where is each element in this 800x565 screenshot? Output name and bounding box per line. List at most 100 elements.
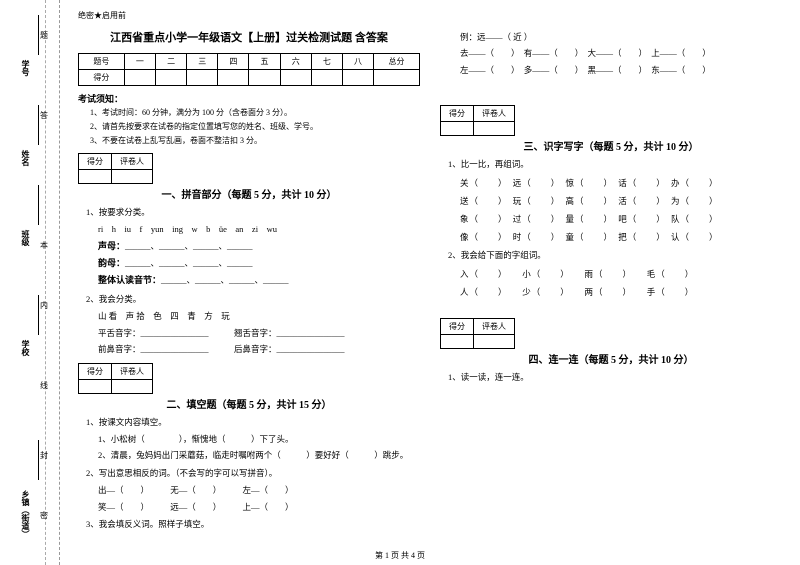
td [441,335,474,349]
td: 评卷人 [112,154,153,170]
th: 总分 [374,54,420,70]
td: 得分 [79,70,125,86]
field-class: 班级 [20,230,31,246]
dotted-line [45,0,46,565]
question: 1、按要求分类。 [86,205,420,219]
label: 平舌音字：________________ [98,328,209,338]
blank-row: 平舌音字：________________ 翘舌音字：_____________… [98,326,420,340]
td [79,379,112,393]
th: 六 [280,54,311,70]
th: 四 [218,54,249,70]
notice-item: 2、请首先按要求在试卷的指定位置填写您的姓名、班级、学号。 [90,121,420,133]
blank-row: 整体认读音节：______、______、______、______ [98,273,420,288]
td [155,70,186,86]
td: 评卷人 [474,319,515,335]
td [311,70,342,86]
field-line [38,15,39,55]
label: 翘舌音字：________________ [234,328,345,338]
sub-question: 1、小松树（ ），惭愧地（ ）下了头。 [98,432,420,446]
label: 前鼻音字：________________ [98,344,209,354]
antonym-row: 出—（ ） 无—（ ） 左—（ ） [98,483,420,497]
td [124,70,155,86]
content-area: 绝密★启用前 江西省重点小学一年级语文【上册】过关检测试题 含答案 题号 一 二… [60,0,800,565]
td [280,70,311,86]
td: 评卷人 [112,363,153,379]
antonym-row: 左——（ ） 多——（ ） 黑——（ ） 东——（ ） [460,63,782,77]
td [374,70,420,86]
label: 韵母： [98,258,125,268]
exam-page: 乡镇（街道） 学校 班级 姓名 学号 题 答 本 内 线 封 密 绝密★启用前 … [0,0,800,565]
binding-margin: 乡镇（街道） 学校 班级 姓名 学号 题 答 本 内 线 封 密 [0,0,60,565]
th: 八 [342,54,373,70]
question: 1、读一读，连一连。 [448,370,782,384]
field-line [38,440,39,480]
right-column: 例：远——（ 近 ） 去——（ ） 有——（ ） 大——（ ） 上——（ ） 左… [430,10,792,565]
th: 五 [249,54,280,70]
field-school: 学校 [20,340,31,356]
notice-item: 1、考试时间：60 分钟，满分为 100 分（含卷面分 3 分）。 [90,107,420,119]
td: 得分 [441,106,474,122]
th: 七 [311,54,342,70]
td [474,122,515,136]
section-2-title: 二、填空题（每题 5 分，共计 15 分） [78,396,420,411]
label: 后鼻音字：________________ [234,344,345,354]
grader-table: 得分评卷人 [78,363,153,394]
antonym-row: 笑—（ ） 远—（ ） 上—（ ） [98,500,420,514]
blanks: ______、______、______、______ [125,241,253,251]
notice-item: 3、不要在试卷上乱写乱画，卷面不整洁扣 3 分。 [90,135,420,147]
word-row: 像（ ） 时（ ） 童（ ） 把（ ） 认（ ） [460,229,782,245]
left-column: 绝密★启用前 江西省重点小学一年级语文【上册】过关检测试题 含答案 题号 一 二… [68,10,430,565]
field-line [38,105,39,145]
pinyin-line: ri h iu f yun ing w b üe an zi wu [98,222,420,236]
question: 1、比一比，再组词。 [448,157,782,171]
blanks: ______、______、______、______ [161,275,289,285]
question: 2、我会给下面的字组词。 [448,248,782,262]
th: 二 [155,54,186,70]
blank-row: 韵母：______、______、______、______ [98,256,420,271]
field-id: 学号 [20,60,31,76]
td: 得分 [79,363,112,379]
word-row: 人（ ） 少（ ） 两（ ） 手（ ） [460,284,782,300]
page-footer: 第 1 页 共 4 页 [0,550,800,561]
td [112,379,153,393]
td: 评卷人 [474,106,515,122]
th: 题号 [79,54,125,70]
side-char: 密 [40,510,48,521]
th: 一 [124,54,155,70]
td: 得分 [441,319,474,335]
question: 2、我会分类。 [86,292,420,306]
sub-question: 2、清晨，兔妈妈出门采蘑菇，临走时嘱咐两个（ ）要好好（ ）跳步。 [98,448,420,462]
td [218,70,249,86]
word-row: 入（ ） 小（ ） 雨（ ） 毛（ ） [460,266,782,282]
grader-table: 得分评卷人 [440,318,515,349]
notice-head: 考试须知： [78,92,420,105]
field-township: 乡镇（街道） [20,490,31,538]
td: 得分 [79,154,112,170]
td [79,170,112,184]
section-1-title: 一、拼音部分（每题 5 分，共计 10 分） [78,186,420,201]
td [474,335,515,349]
question: 1、按课文内容填空。 [86,415,420,429]
section-4-title: 四、连一连（每题 5 分，共计 10 分） [440,351,782,366]
th: 三 [187,54,218,70]
example: 例：远——（ 近 ） [460,30,782,44]
field-name: 姓名 [20,150,31,166]
td [342,70,373,86]
side-char: 答 [40,110,48,121]
grader-table: 得分评卷人 [440,105,515,136]
question: 3、我会填反义词。照样子填空。 [86,517,420,531]
td [112,170,153,184]
side-char: 题 [40,30,48,41]
label: 整体认读音节： [98,275,161,285]
blank-row: 前鼻音字：________________ 后鼻音字：_____________… [98,342,420,356]
exam-title: 江西省重点小学一年级语文【上册】过关检测试题 含答案 [78,29,420,45]
field-line [38,295,39,335]
grader-table: 得分评卷人 [78,153,153,184]
section-3-title: 三、识字写字（每题 5 分，共计 10 分） [440,138,782,153]
blanks: ______、______、______、______ [125,258,253,268]
label: 声母： [98,241,125,251]
side-char: 本 [40,240,48,251]
td [187,70,218,86]
word-row: 象（ ） 过（ ） 量（ ） 吧（ ） 队（ ） [460,211,782,227]
side-char: 内 [40,300,48,311]
